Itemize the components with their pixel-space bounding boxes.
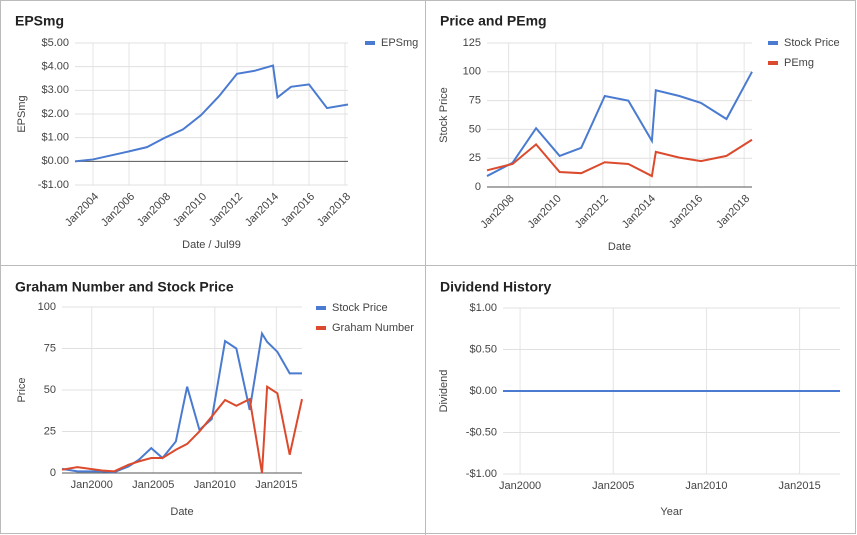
legend-swatch bbox=[768, 41, 778, 45]
x-axis-title: Date / Jul99 bbox=[182, 239, 241, 251]
y-tick-label: $3.00 bbox=[41, 84, 69, 96]
x-tick-label: Jan2010 bbox=[194, 479, 236, 491]
legend-label: EPSmg bbox=[381, 37, 418, 49]
legend-swatch bbox=[768, 61, 778, 65]
chart-title: Graham Number and Stock Price bbox=[15, 279, 234, 295]
y-tick-label: $1.00 bbox=[41, 132, 69, 144]
y-tick-label: $5.00 bbox=[41, 37, 69, 49]
x-axis-title: Year bbox=[660, 506, 683, 518]
y-tick-label: $0.00 bbox=[41, 155, 69, 167]
legend-swatch bbox=[365, 41, 375, 45]
x-tick-label: Jan2005 bbox=[592, 480, 634, 492]
y-tick-label: 25 bbox=[44, 425, 56, 437]
series-line bbox=[74, 64, 349, 163]
chart-title: Price and PEmg bbox=[440, 13, 547, 29]
y-axis-title: Price bbox=[16, 377, 28, 402]
y-axis-title: EPSmg bbox=[16, 95, 28, 132]
y-tick-label: 0 bbox=[475, 181, 481, 193]
series-line bbox=[486, 138, 753, 178]
legend-swatch bbox=[316, 306, 326, 310]
y-tick-label: $4.00 bbox=[41, 61, 69, 73]
chart-title: EPSmg bbox=[15, 13, 64, 29]
y-tick-label: -$1.00 bbox=[38, 179, 69, 191]
y-tick-label: -$0.50 bbox=[466, 426, 497, 438]
legend-label: PEmg bbox=[784, 57, 814, 69]
y-tick-label: 50 bbox=[44, 384, 56, 396]
y-axis-title: Stock Price bbox=[438, 87, 450, 143]
x-axis-title: Date bbox=[170, 506, 193, 518]
legend-label: Graham Number bbox=[332, 322, 414, 334]
x-axis-title: Date bbox=[608, 241, 631, 253]
y-tick-label: $0.00 bbox=[469, 385, 497, 397]
y-tick-label: $0.50 bbox=[469, 343, 497, 355]
y-tick-label: $1.00 bbox=[469, 302, 497, 314]
y-tick-label: 75 bbox=[44, 342, 56, 354]
y-tick-label: 100 bbox=[463, 66, 481, 78]
x-tick-label: Jan2010 bbox=[685, 480, 727, 492]
y-tick-label: 50 bbox=[469, 123, 481, 135]
chart-title: Dividend History bbox=[440, 279, 551, 295]
y-tick-label: 100 bbox=[38, 301, 56, 313]
legend-swatch bbox=[316, 326, 326, 330]
y-tick-label: 75 bbox=[469, 95, 481, 107]
y-tick-label: -$1.00 bbox=[466, 468, 497, 480]
legend-label: Stock Price bbox=[332, 302, 388, 314]
y-tick-label: $2.00 bbox=[41, 108, 69, 120]
y-tick-label: 25 bbox=[469, 152, 481, 164]
x-tick-label: Jan2005 bbox=[132, 479, 174, 491]
x-tick-label: Jan2015 bbox=[779, 480, 821, 492]
series-line bbox=[61, 384, 303, 474]
y-tick-label: 125 bbox=[463, 37, 481, 49]
x-tick-label: Jan2000 bbox=[71, 479, 113, 491]
legend-label: Stock Price bbox=[784, 37, 840, 49]
y-tick-label: 0 bbox=[50, 467, 56, 479]
series-line bbox=[486, 71, 753, 177]
x-tick-label: Jan2015 bbox=[255, 479, 297, 491]
x-tick-label: Jan2000 bbox=[499, 480, 541, 492]
y-axis-title: Dividend bbox=[438, 370, 450, 413]
